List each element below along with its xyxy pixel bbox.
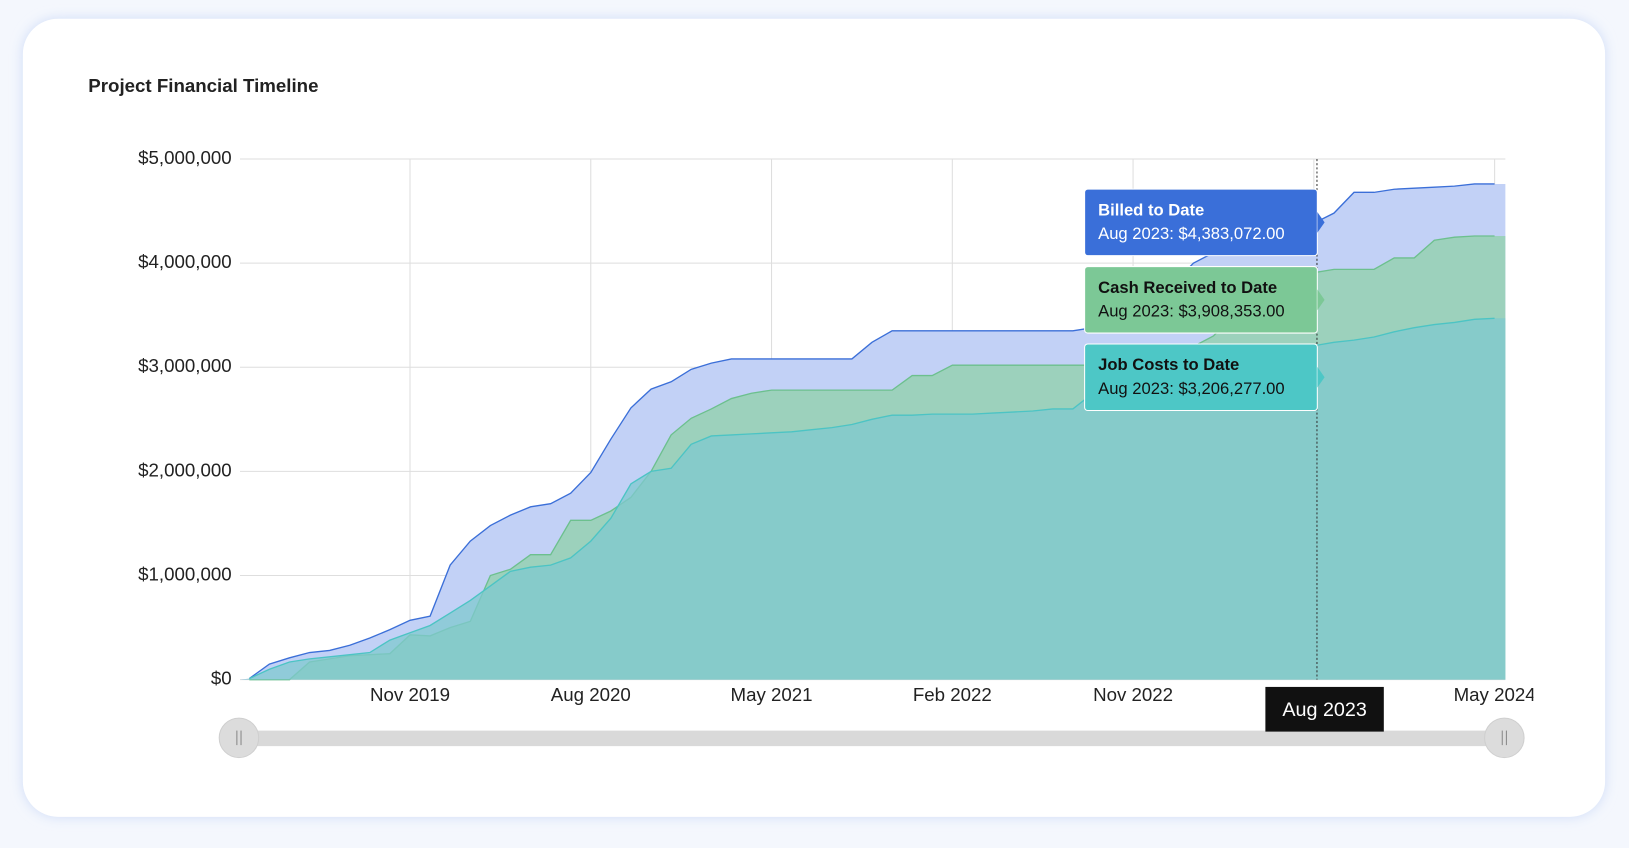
tooltip-pointer <box>1317 289 1325 311</box>
slider-track <box>238 730 1505 747</box>
x-tick-label: Nov 2022 <box>1093 684 1173 705</box>
y-tick-label: $3,000,000 <box>138 355 232 376</box>
tooltip-box <box>1084 266 1318 334</box>
x-tick-label: Nov 2019 <box>370 684 450 705</box>
y-tick-label: $4,000,000 <box>138 251 232 272</box>
crosshair-label-bg <box>1265 686 1384 732</box>
tooltip-box <box>1084 343 1318 412</box>
y-tick-label: $2,000,000 <box>138 459 232 480</box>
crosshair-label: Aug 2023 <box>1282 699 1367 721</box>
y-tick-label: $0 <box>211 668 232 689</box>
range-slider[interactable] <box>218 717 1525 759</box>
chart-title: Project Financial Timeline <box>88 75 318 96</box>
y-tick-label: $5,000,000 <box>138 147 232 168</box>
tooltip-pointer <box>1317 366 1325 388</box>
tooltip-value: Aug 2023: $3,206,277.00 <box>1098 379 1285 398</box>
y-tick-label: $1,000,000 <box>138 563 232 584</box>
tooltip-value: Aug 2023: $3,908,353.00 <box>1098 302 1285 321</box>
tooltip-title: Billed to Date <box>1098 200 1204 219</box>
tooltip-box <box>1084 188 1318 257</box>
tooltip-value: Aug 2023: $4,383,072.00 <box>1098 224 1285 243</box>
slider-handle[interactable] <box>218 717 260 759</box>
tooltip-layer: Aug 2023 Billed to Date Aug 2023: $4,383,0… <box>1084 159 1384 732</box>
tooltip-pointer <box>1317 212 1325 233</box>
slider-handle[interactable] <box>1484 717 1525 759</box>
x-tick-label: May 2021 <box>731 684 813 705</box>
tooltip-title: Job Costs to Date <box>1098 355 1239 374</box>
tooltip-title: Cash Received to Date <box>1098 278 1277 297</box>
x-tick-label: Aug 2020 <box>551 684 631 705</box>
x-tick-label: May 2024 <box>1454 684 1536 705</box>
x-tick-label: Feb 2022 <box>913 684 992 705</box>
